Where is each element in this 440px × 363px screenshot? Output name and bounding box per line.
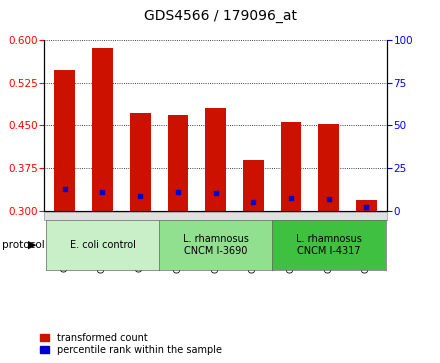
Bar <box>319 123 339 211</box>
Bar <box>55 69 75 211</box>
Text: L. rhamnosus
CNCM I-3690: L. rhamnosus CNCM I-3690 <box>183 234 249 256</box>
Bar <box>356 200 377 211</box>
Text: protocol: protocol <box>2 240 45 250</box>
Bar <box>281 122 301 211</box>
Text: L. rhamnosus
CNCM I-4317: L. rhamnosus CNCM I-4317 <box>296 234 362 256</box>
Bar <box>205 108 226 211</box>
Bar <box>92 49 113 211</box>
Bar <box>243 160 264 211</box>
Text: ▶: ▶ <box>29 240 37 250</box>
Bar <box>168 115 188 211</box>
Text: GDS4566 / 179096_at: GDS4566 / 179096_at <box>143 9 297 23</box>
Bar <box>130 113 150 211</box>
Text: E. coli control: E. coli control <box>70 240 136 250</box>
Legend: transformed count, percentile rank within the sample: transformed count, percentile rank withi… <box>40 333 222 355</box>
